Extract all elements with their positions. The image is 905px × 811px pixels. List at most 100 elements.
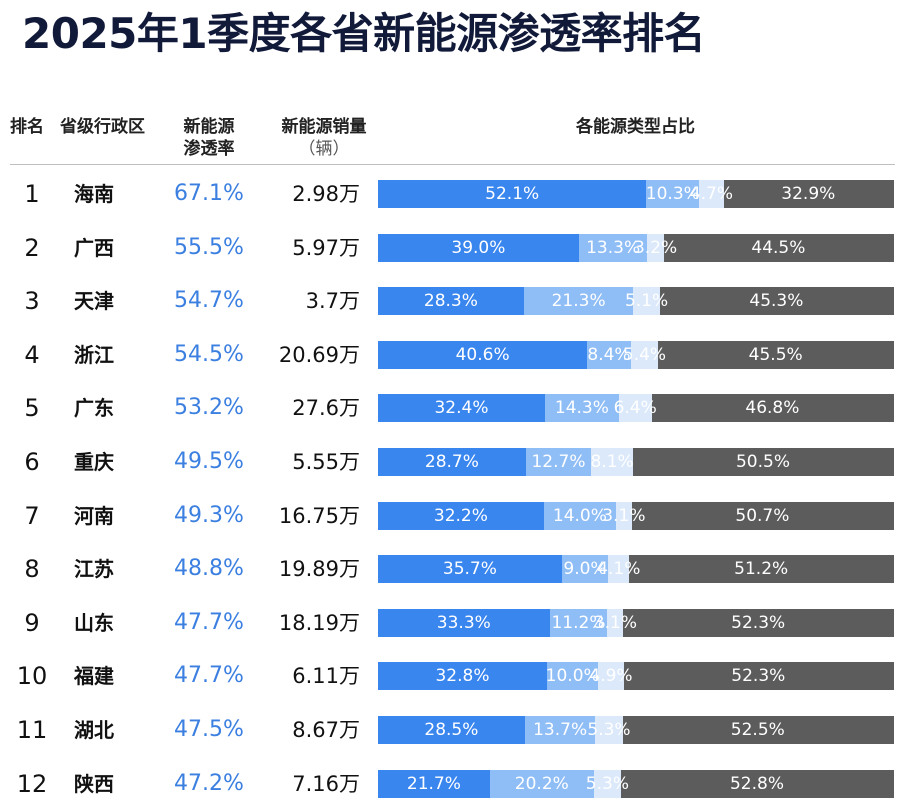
share-label-4: 46.8%	[745, 398, 800, 419]
share-label-1: 28.7%	[424, 452, 479, 472]
share-label-4: 50.7%	[735, 505, 790, 526]
share-segment-2	[524, 716, 596, 744]
table-row: 2 广西 55.5% 5.97万 39.0% 13.3% 3.2% 44.5%	[0, 221, 905, 275]
header-sales-line1: 新能源销量	[281, 117, 367, 137]
share-segment-4	[651, 394, 894, 423]
share-label-1: 52.1%	[485, 184, 540, 204]
share-label-2: 13.3%	[586, 237, 641, 258]
share-segment-2	[523, 287, 634, 316]
share-segment-2	[543, 501, 617, 530]
share-label-4: 45.3%	[749, 291, 804, 312]
header-divider	[10, 164, 895, 165]
penetration-cell: 48.8%	[174, 556, 244, 582]
share-label-2: 21.3%	[551, 291, 606, 312]
share-segment-1	[378, 180, 647, 208]
share-label-2: 14.3%	[554, 398, 609, 419]
rank-cell: 10	[16, 662, 48, 691]
share-label-3: 4.1%	[597, 559, 641, 580]
penetration-cell: 47.5%	[174, 717, 244, 742]
sales-cell: 20.69万	[278, 342, 360, 367]
share-segment-4	[629, 555, 894, 584]
rank-cell: 5	[24, 394, 40, 423]
share-label-2: 12.7%	[531, 452, 586, 472]
penetration-cell: 47.7%	[174, 609, 244, 635]
share-label-2: 10.3%	[645, 184, 700, 204]
share-bar: 28.7% 12.7% 8.1% 50.5%	[378, 448, 894, 476]
table-row: 7 河南 49.3% 16.75万 32.2% 14.0% 3.1% 50.7%	[0, 489, 905, 543]
share-segment-3	[633, 287, 661, 316]
table-row: 1 海南 67.1% 2.98万 52.1% 10.3% 4.7% 32.9%	[0, 167, 905, 221]
share-segment-4	[658, 340, 894, 369]
share-label-4: 52.5%	[730, 720, 785, 740]
share-segment-2	[587, 340, 632, 369]
sales-cell: 19.89万	[278, 557, 360, 582]
share-segment-3	[608, 555, 630, 584]
share-bar: 35.7% 9.0% 4.1% 51.2%	[378, 555, 894, 584]
province-cell: 浙江	[74, 342, 114, 367]
share-bar: 28.3% 21.3% 5.1% 45.3%	[378, 287, 894, 316]
header-penetration-line1: 新能源	[183, 117, 235, 137]
province-cell: 海南	[74, 182, 114, 206]
sales-cell: 6.11万	[292, 664, 360, 689]
share-bar: 28.5% 13.7% 5.3% 52.5%	[378, 716, 894, 744]
share-segment-4	[659, 287, 894, 316]
share-segment-4	[623, 608, 894, 637]
share-label-1: 40.6%	[455, 344, 510, 365]
rank-cell: 11	[16, 716, 48, 744]
share-segment-2	[546, 662, 599, 691]
share-label-2: 13.7%	[533, 720, 588, 740]
sales-cell: 7.16万	[292, 771, 360, 796]
table-row: 5 广东 53.2% 27.6万 32.4% 14.3% 6.4% 46.8%	[0, 381, 905, 435]
province-cell: 河南	[74, 503, 114, 528]
penetration-cell: 47.2%	[174, 770, 244, 796]
share-bar: 32.2% 14.0% 3.1% 50.7%	[378, 501, 894, 530]
province-cell: 广东	[74, 396, 114, 421]
share-segment-1	[378, 555, 563, 584]
share-label-1: 33.3%	[436, 612, 491, 633]
rank-cell: 7	[24, 501, 40, 530]
share-label-2: 14.0%	[552, 505, 607, 526]
rank-cell: 9	[24, 608, 40, 637]
share-bar: 32.8% 10.0% 4.9% 52.3%	[378, 662, 894, 691]
table-row: 4 浙江 54.5% 20.69万 40.6% 8.4% 5.4% 45.5%	[0, 328, 905, 382]
share-segment-4	[631, 501, 894, 530]
share-label-3: 8.1%	[590, 452, 634, 472]
table-row: 12 陕西 47.2% 7.16万 21.7% 20.2% 5.3% 52.8%	[0, 757, 905, 811]
share-segment-2	[525, 448, 592, 476]
share-segment-1	[378, 608, 551, 637]
header-rank: 排名	[10, 116, 44, 138]
share-segment-2	[646, 180, 700, 208]
share-segment-4	[663, 233, 894, 262]
penetration-cell: 49.5%	[174, 449, 244, 474]
share-label-4: 50.5%	[735, 452, 791, 472]
share-segment-4	[623, 662, 894, 691]
penetration-cell: 47.7%	[174, 663, 244, 689]
share-segment-1	[378, 448, 527, 476]
share-label-1: 32.8%	[435, 666, 490, 687]
rank-cell: 12	[16, 769, 48, 798]
table-row: 10 福建 47.7% 6.11万 32.8% 10.0% 4.9% 52.3%	[0, 649, 905, 703]
penetration-cell: 49.3%	[174, 502, 244, 528]
sales-cell: 8.67万	[292, 718, 360, 742]
rank-cell: 4	[24, 340, 40, 369]
share-label-4: 45.5%	[748, 344, 803, 365]
share-bar: 33.3% 11.2% 3.1% 52.3%	[378, 608, 894, 637]
share-label-3: 4.7%	[689, 184, 734, 204]
share-segment-1	[378, 716, 526, 744]
share-label-1: 28.5%	[424, 720, 479, 740]
share-segment-3	[615, 501, 633, 530]
share-segment-4	[632, 448, 894, 476]
header-penetration-line2: 渗透率	[183, 139, 235, 159]
share-label-2: 8.4%	[587, 344, 631, 365]
share-label-4: 52.3%	[731, 612, 786, 633]
share-label-3: 5.3%	[585, 773, 629, 794]
page-title: 2025年1季度各省新能源渗透率排名	[22, 9, 706, 58]
share-label-2: 10.0%	[545, 666, 600, 687]
share-label-3: 5.3%	[587, 720, 631, 740]
header-rank-label: 排名	[10, 117, 44, 137]
share-segment-3	[647, 233, 665, 262]
share-label-4: 52.3%	[731, 666, 786, 687]
table-row: 9 山东 47.7% 18.19万 33.3% 11.2% 3.1% 52.3%	[0, 596, 905, 650]
share-segment-3	[595, 716, 624, 744]
share-bar: 21.7% 20.2% 5.3% 52.8%	[378, 769, 894, 798]
